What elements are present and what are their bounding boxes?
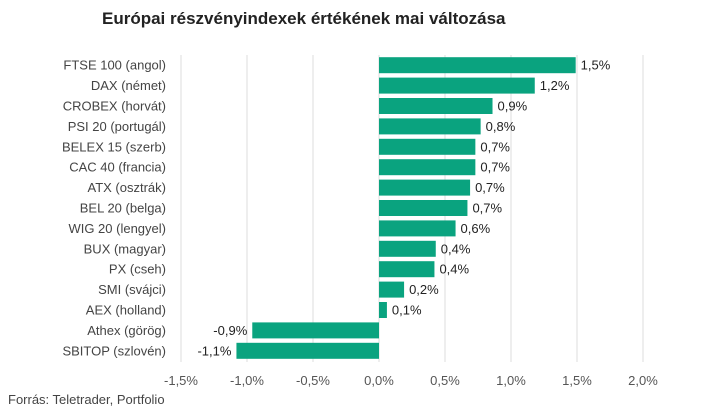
value-label: 0,4% — [441, 241, 471, 256]
value-label: 0,6% — [461, 221, 491, 236]
x-tick-label: 2,0% — [628, 373, 658, 388]
x-tick-label: -0,5% — [296, 373, 330, 388]
category-label: BEL 20 (belga) — [80, 201, 166, 216]
value-label: 1,5% — [581, 58, 611, 73]
label-layer: FTSE 100 (angol) 1,5% DAX (német) 1,2% CROBE… — [62, 58, 611, 359]
value-label: 0,7% — [480, 139, 510, 154]
value-label: 1,2% — [540, 78, 570, 93]
chart-title: Európai részvényindexek értékének mai vá… — [102, 9, 506, 28]
x-tick-label: 0,5% — [430, 373, 460, 388]
category-label: WIG 20 (lengyel) — [68, 221, 166, 236]
x-tick-label: 0,0% — [364, 373, 394, 388]
category-label: DAX (német) — [91, 78, 166, 93]
bar — [379, 118, 481, 135]
bar — [379, 220, 456, 237]
bar-chart: FTSE 100 (angol) 1,5% DAX (német) 1,2% CROBE… — [62, 55, 658, 388]
tick-layer: -1,5% -1,0% -0,5% 0,0% 0,5% 1,0% 1,5% 2,0% — [164, 373, 658, 388]
bar — [379, 281, 405, 298]
x-tick-label: -1,0% — [230, 373, 264, 388]
bar — [379, 240, 436, 257]
category-label: CAC 40 (francia) — [69, 160, 166, 175]
category-label: Athex (görög) — [87, 323, 166, 338]
value-label: 0,7% — [472, 201, 502, 216]
value-label: -0,9% — [213, 323, 247, 338]
value-label: 0,2% — [409, 282, 439, 297]
value-label: 0,1% — [392, 303, 422, 318]
x-tick-label: 1,0% — [496, 373, 526, 388]
bar — [252, 322, 379, 339]
bar — [379, 159, 476, 176]
category-label: SMI (svájci) — [98, 282, 166, 297]
value-label: 0,8% — [486, 119, 516, 134]
x-tick-label: 1,5% — [562, 373, 592, 388]
category-label: BELEX 15 (szerb) — [62, 139, 166, 154]
bar — [379, 57, 576, 74]
category-label: CROBEX (horvát) — [63, 99, 166, 114]
value-label: 0,7% — [480, 160, 510, 175]
value-label: -1,1% — [197, 343, 231, 358]
bar — [379, 179, 471, 196]
category-label: SBITOP (szlovén) — [62, 343, 166, 358]
bar — [379, 77, 535, 94]
bar — [379, 302, 387, 318]
value-label: 0,4% — [439, 262, 469, 277]
bar — [379, 261, 435, 278]
category-label: FTSE 100 (angol) — [63, 58, 166, 73]
bar-layer — [236, 57, 576, 359]
value-label: 0,7% — [475, 180, 505, 195]
category-label: AEX (holland) — [86, 303, 166, 318]
x-tick-label: -1,5% — [164, 373, 198, 388]
category-label: PX (cseh) — [109, 262, 166, 277]
category-label: ATX (osztrák) — [88, 180, 167, 195]
bar — [379, 138, 476, 155]
bar — [379, 98, 493, 114]
bar — [236, 342, 379, 359]
category-label: PSI 20 (portugál) — [68, 119, 166, 134]
source-note: Forrás: Teletrader, Portfolio — [8, 392, 165, 407]
value-label: 0,9% — [498, 99, 528, 114]
category-label: BUX (magyar) — [84, 241, 166, 256]
bar — [379, 200, 468, 216]
